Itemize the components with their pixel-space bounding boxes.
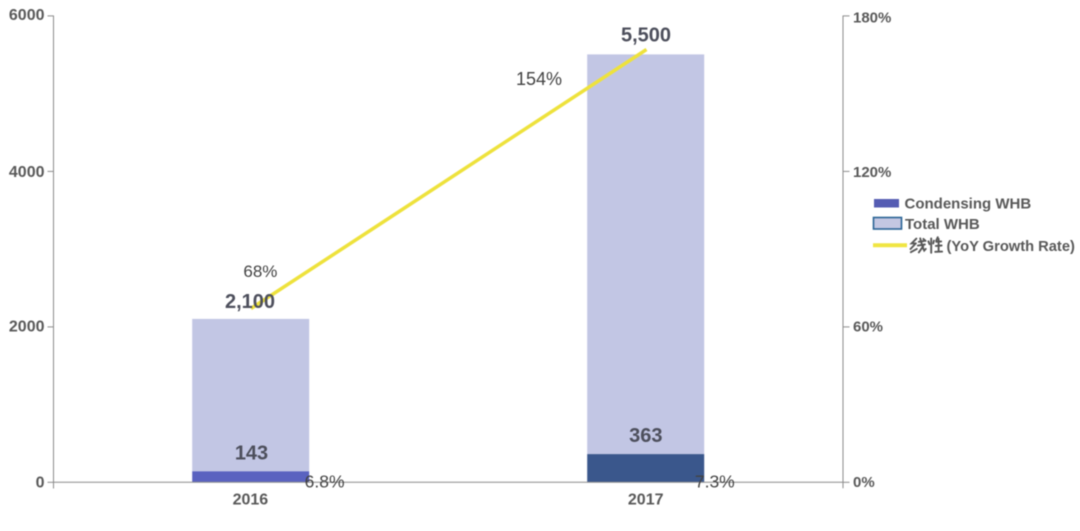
svg-text:180%: 180% <box>853 10 891 27</box>
svg-text:154%: 154% <box>516 69 562 89</box>
svg-text:60%: 60% <box>853 318 883 335</box>
svg-text:0: 0 <box>36 475 45 492</box>
svg-text:2017: 2017 <box>628 492 664 509</box>
svg-text:0%: 0% <box>853 474 875 491</box>
svg-text:(YoY Growth Rate): (YoY Growth Rate) <box>947 239 1075 255</box>
svg-text:4000: 4000 <box>9 164 45 181</box>
svg-text:Condensing WHB: Condensing WHB <box>905 196 1032 213</box>
svg-text:363: 363 <box>629 425 662 447</box>
svg-text:5,500: 5,500 <box>621 24 671 46</box>
svg-text:120%: 120% <box>853 164 891 181</box>
svg-text:143: 143 <box>235 443 268 465</box>
svg-text:Total WHB: Total WHB <box>905 216 980 233</box>
svg-text:6.8%: 6.8% <box>305 471 345 491</box>
svg-text:2000: 2000 <box>9 319 45 336</box>
svg-text:68%: 68% <box>243 262 277 281</box>
svg-text:2016: 2016 <box>233 492 269 509</box>
svg-text:2,100: 2,100 <box>225 291 275 313</box>
svg-text:6000: 6000 <box>9 7 45 24</box>
svg-text:7.3%: 7.3% <box>695 471 735 491</box>
